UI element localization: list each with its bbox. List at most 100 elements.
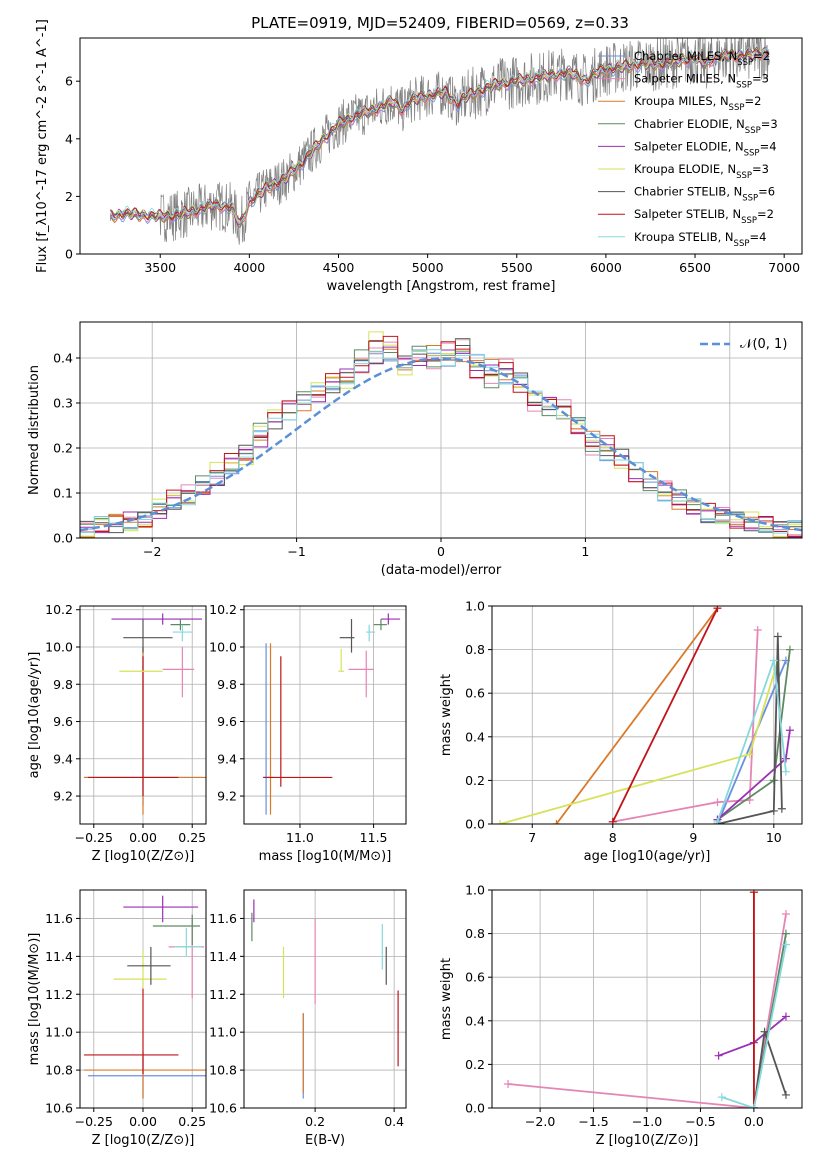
y-tick-label: 10.2 — [209, 602, 237, 617]
x-tick-label: 0.00 — [129, 830, 157, 845]
y-axis-label: mass weight — [439, 958, 454, 1040]
y-tick-label: 9.4 — [53, 751, 73, 766]
y-tick-label: 11.2 — [209, 987, 237, 1002]
axes-frame — [79, 321, 803, 539]
y-tick-label: 0.4 — [53, 351, 73, 366]
weight-line-1 — [612, 629, 759, 823]
error-bar-point — [170, 619, 191, 631]
x-axis-label: wavelength [Angstrom, rest frame] — [327, 279, 556, 294]
weight-marker — [504, 1080, 513, 1089]
y-tick-label: 0.0 — [465, 1101, 485, 1116]
axes-frame — [79, 889, 207, 1109]
weight-marker — [781, 767, 790, 776]
y-tick-label: 2 — [65, 189, 73, 204]
error-bar-point — [373, 619, 387, 631]
x-tick-label: 0.25 — [178, 830, 206, 845]
weight-marker — [745, 750, 754, 759]
spectrum-legend: Chabrier MILES, NSSP=2 Salpeter MILES, NS… — [598, 49, 778, 249]
x-tick-label: 6000 — [590, 260, 622, 275]
weight-marker — [714, 1051, 723, 1060]
weight-marker — [760, 1027, 769, 1036]
weight-marker — [769, 806, 778, 815]
plot-area — [492, 606, 802, 824]
model-spectrum-8 — [110, 47, 770, 224]
y-tick-label: 0.4 — [465, 1013, 485, 1028]
axes-age-vs-mass: 11.0 11.5 9.2 9.4 9.6 9.8 10.0 10.2 mass [log10(… — [209, 602, 407, 864]
error-bar-point — [348, 650, 374, 698]
y-axis-label: Flux [f_λ10^-17 erg cm^-2 s^-1 A^-1] — [35, 19, 50, 273]
weight-marker — [749, 890, 758, 897]
error-bar-point — [338, 648, 345, 672]
y-tick-label: 11.4 — [45, 949, 73, 964]
legend-label-5: Kroupa ELODIE, NSSP=3 — [634, 162, 769, 181]
error-bar-point — [339, 619, 355, 653]
legend-label: 𝒩(0, 1) — [740, 337, 787, 352]
weight-marker — [781, 1090, 790, 1099]
axes-weight-vs-age: 7 8 9 10 0.0 0.2 0.4 0.6 0.8 1.0 age [log10(age/yr… — [439, 599, 803, 864]
error-bar-point — [380, 613, 401, 625]
error-bar-point — [113, 950, 167, 989]
y-tick-label: 10.8 — [209, 1063, 237, 1078]
y-tick-label: 10.6 — [45, 1101, 73, 1116]
legend-label-0: Chabrier MILES, NSSP=2 — [634, 49, 770, 68]
weight-marker — [717, 1093, 726, 1102]
weight-line-0 — [507, 913, 787, 1108]
weight-marker — [773, 632, 782, 641]
plot-area — [109, 38, 771, 245]
weight-marker — [608, 817, 617, 824]
y-tick-label: 9.2 — [53, 789, 73, 804]
weight-line-5 — [499, 660, 779, 824]
y-axis-label: age [log10(age/yr)] — [27, 652, 42, 779]
plot-area — [80, 890, 206, 1108]
weight-marker — [496, 820, 505, 824]
model-spectrum-5 — [110, 47, 770, 222]
x-axis-label: Z [log10(Z/Z⊙)] — [92, 1133, 195, 1148]
weight-marker — [713, 798, 722, 807]
legend-label-6: Chabrier STELIB, NSSP=6 — [634, 185, 775, 204]
y-tick-label: 11.0 — [209, 1025, 237, 1040]
error-bar-point — [83, 646, 206, 815]
x-tick-label: 0.2 — [305, 1114, 325, 1129]
y-tick-label: 9.6 — [53, 714, 73, 729]
axes-frame — [491, 605, 803, 825]
figure-title: PLATE=0919, MJD=52409, FIBERID=0569, z=0… — [251, 14, 629, 32]
axes-frame — [79, 605, 207, 825]
x-tick-label: −0.25 — [75, 830, 113, 845]
y-tick-label: 10.0 — [45, 639, 73, 654]
weight-marker — [552, 820, 561, 824]
x-tick-label: −0.25 — [75, 1114, 113, 1129]
y-tick-label: 11.2 — [45, 987, 73, 1002]
weight-marker — [713, 606, 722, 613]
error-bar-point — [127, 946, 171, 985]
x-tick-label: 4500 — [323, 260, 355, 275]
y-axis-label: mass [log10(M/M⊙)] — [27, 933, 42, 1066]
x-tick-label: 7 — [528, 830, 536, 845]
x-tick-label: −1 — [287, 544, 305, 559]
x-tick-label: 8 — [609, 830, 617, 845]
residual-histogram-8 — [80, 349, 802, 534]
y-tick-label: 11.6 — [209, 911, 237, 926]
error-bar-point — [123, 895, 199, 923]
x-tick-label: 0.4 — [384, 1114, 404, 1129]
x-axis-label: mass [log10(M/M⊙)] — [259, 849, 392, 864]
weight-marker — [781, 940, 790, 949]
legend-label-7: Salpeter STELIB, NSSP=2 — [634, 207, 774, 226]
y-tick-label: 1.0 — [465, 599, 485, 614]
plot-area — [244, 890, 406, 1108]
y-tick-label: 11.0 — [45, 1025, 73, 1040]
x-tick-label: 11.0 — [286, 830, 314, 845]
y-tick-label: 0.1 — [53, 486, 73, 501]
axes-frame — [243, 889, 407, 1109]
y-tick-label: 10.8 — [45, 1063, 73, 1078]
axes-frame — [491, 889, 803, 1109]
y-tick-label: 0.6 — [465, 686, 485, 701]
error-bar-point — [83, 988, 179, 1074]
x-tick-label: −0.5 — [685, 1114, 715, 1129]
y-tick-label: 9.8 — [217, 677, 237, 692]
y-tick-label: 6 — [65, 74, 73, 89]
x-tick-label: 10 — [766, 830, 782, 845]
y-tick-label: 9.8 — [53, 677, 73, 692]
error-bar-point — [111, 613, 203, 625]
weight-marker — [785, 645, 794, 654]
error-bar-point — [123, 619, 173, 653]
